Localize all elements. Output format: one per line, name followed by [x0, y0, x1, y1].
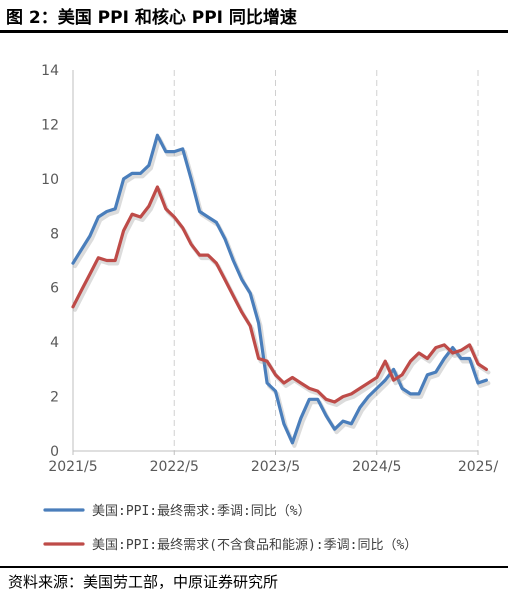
y-tick-labels: 0 2 4 6 8 10 12 14: [41, 63, 59, 460]
x-tick-label: 2022/5: [150, 459, 199, 475]
y-tick-label: 0: [50, 444, 59, 460]
legend-label-1: 美国:PPI:最终需求:季调:同比（%）: [92, 503, 311, 519]
series-lines: [71, 133, 491, 448]
series-shadow-2: [73, 188, 491, 407]
y-tick-label: 12: [41, 117, 59, 133]
bottom-rule: [0, 566, 508, 568]
x-tick-label: 2024/5: [352, 459, 401, 475]
y-tick-label: 2: [50, 390, 59, 406]
series-shadow-1: [73, 136, 491, 448]
y-tick-label: 8: [50, 226, 59, 242]
x-tick-label: 2021/5: [48, 459, 97, 475]
series-line-2: [71, 185, 488, 404]
x-tick-labels: 2021/5 2022/5 2023/5 2024/5 2025/: [48, 459, 498, 475]
ppi-line-chart: 0 2 4 6 8 10 12 14 2021/5 2022/5 2023/5 2024/5 2025…: [41, 63, 498, 553]
series-line-1: [71, 133, 488, 445]
y-tick-label: 10: [41, 172, 59, 188]
legend-label-2: 美国:PPI:最终需求(不含食品和能源):季调:同比（%）: [92, 537, 417, 553]
y-tick-label: 6: [50, 281, 59, 297]
y-tick-label: 14: [41, 63, 59, 79]
x-tick-label: 2025/: [458, 459, 499, 475]
source-note: 资料来源：美国劳工部，中原证券研究所: [8, 573, 279, 591]
chart-legend: 美国:PPI:最终需求:季调:同比（%） 美国:PPI:最终需求(不含食品和能源)…: [43, 503, 417, 553]
top-rule: [0, 30, 508, 33]
figure-title: 图 2：美国 PPI 和核心 PPI 同比增速: [6, 8, 297, 28]
y-tick-label: 4: [50, 335, 59, 351]
x-tick-label: 2023/5: [251, 459, 300, 475]
